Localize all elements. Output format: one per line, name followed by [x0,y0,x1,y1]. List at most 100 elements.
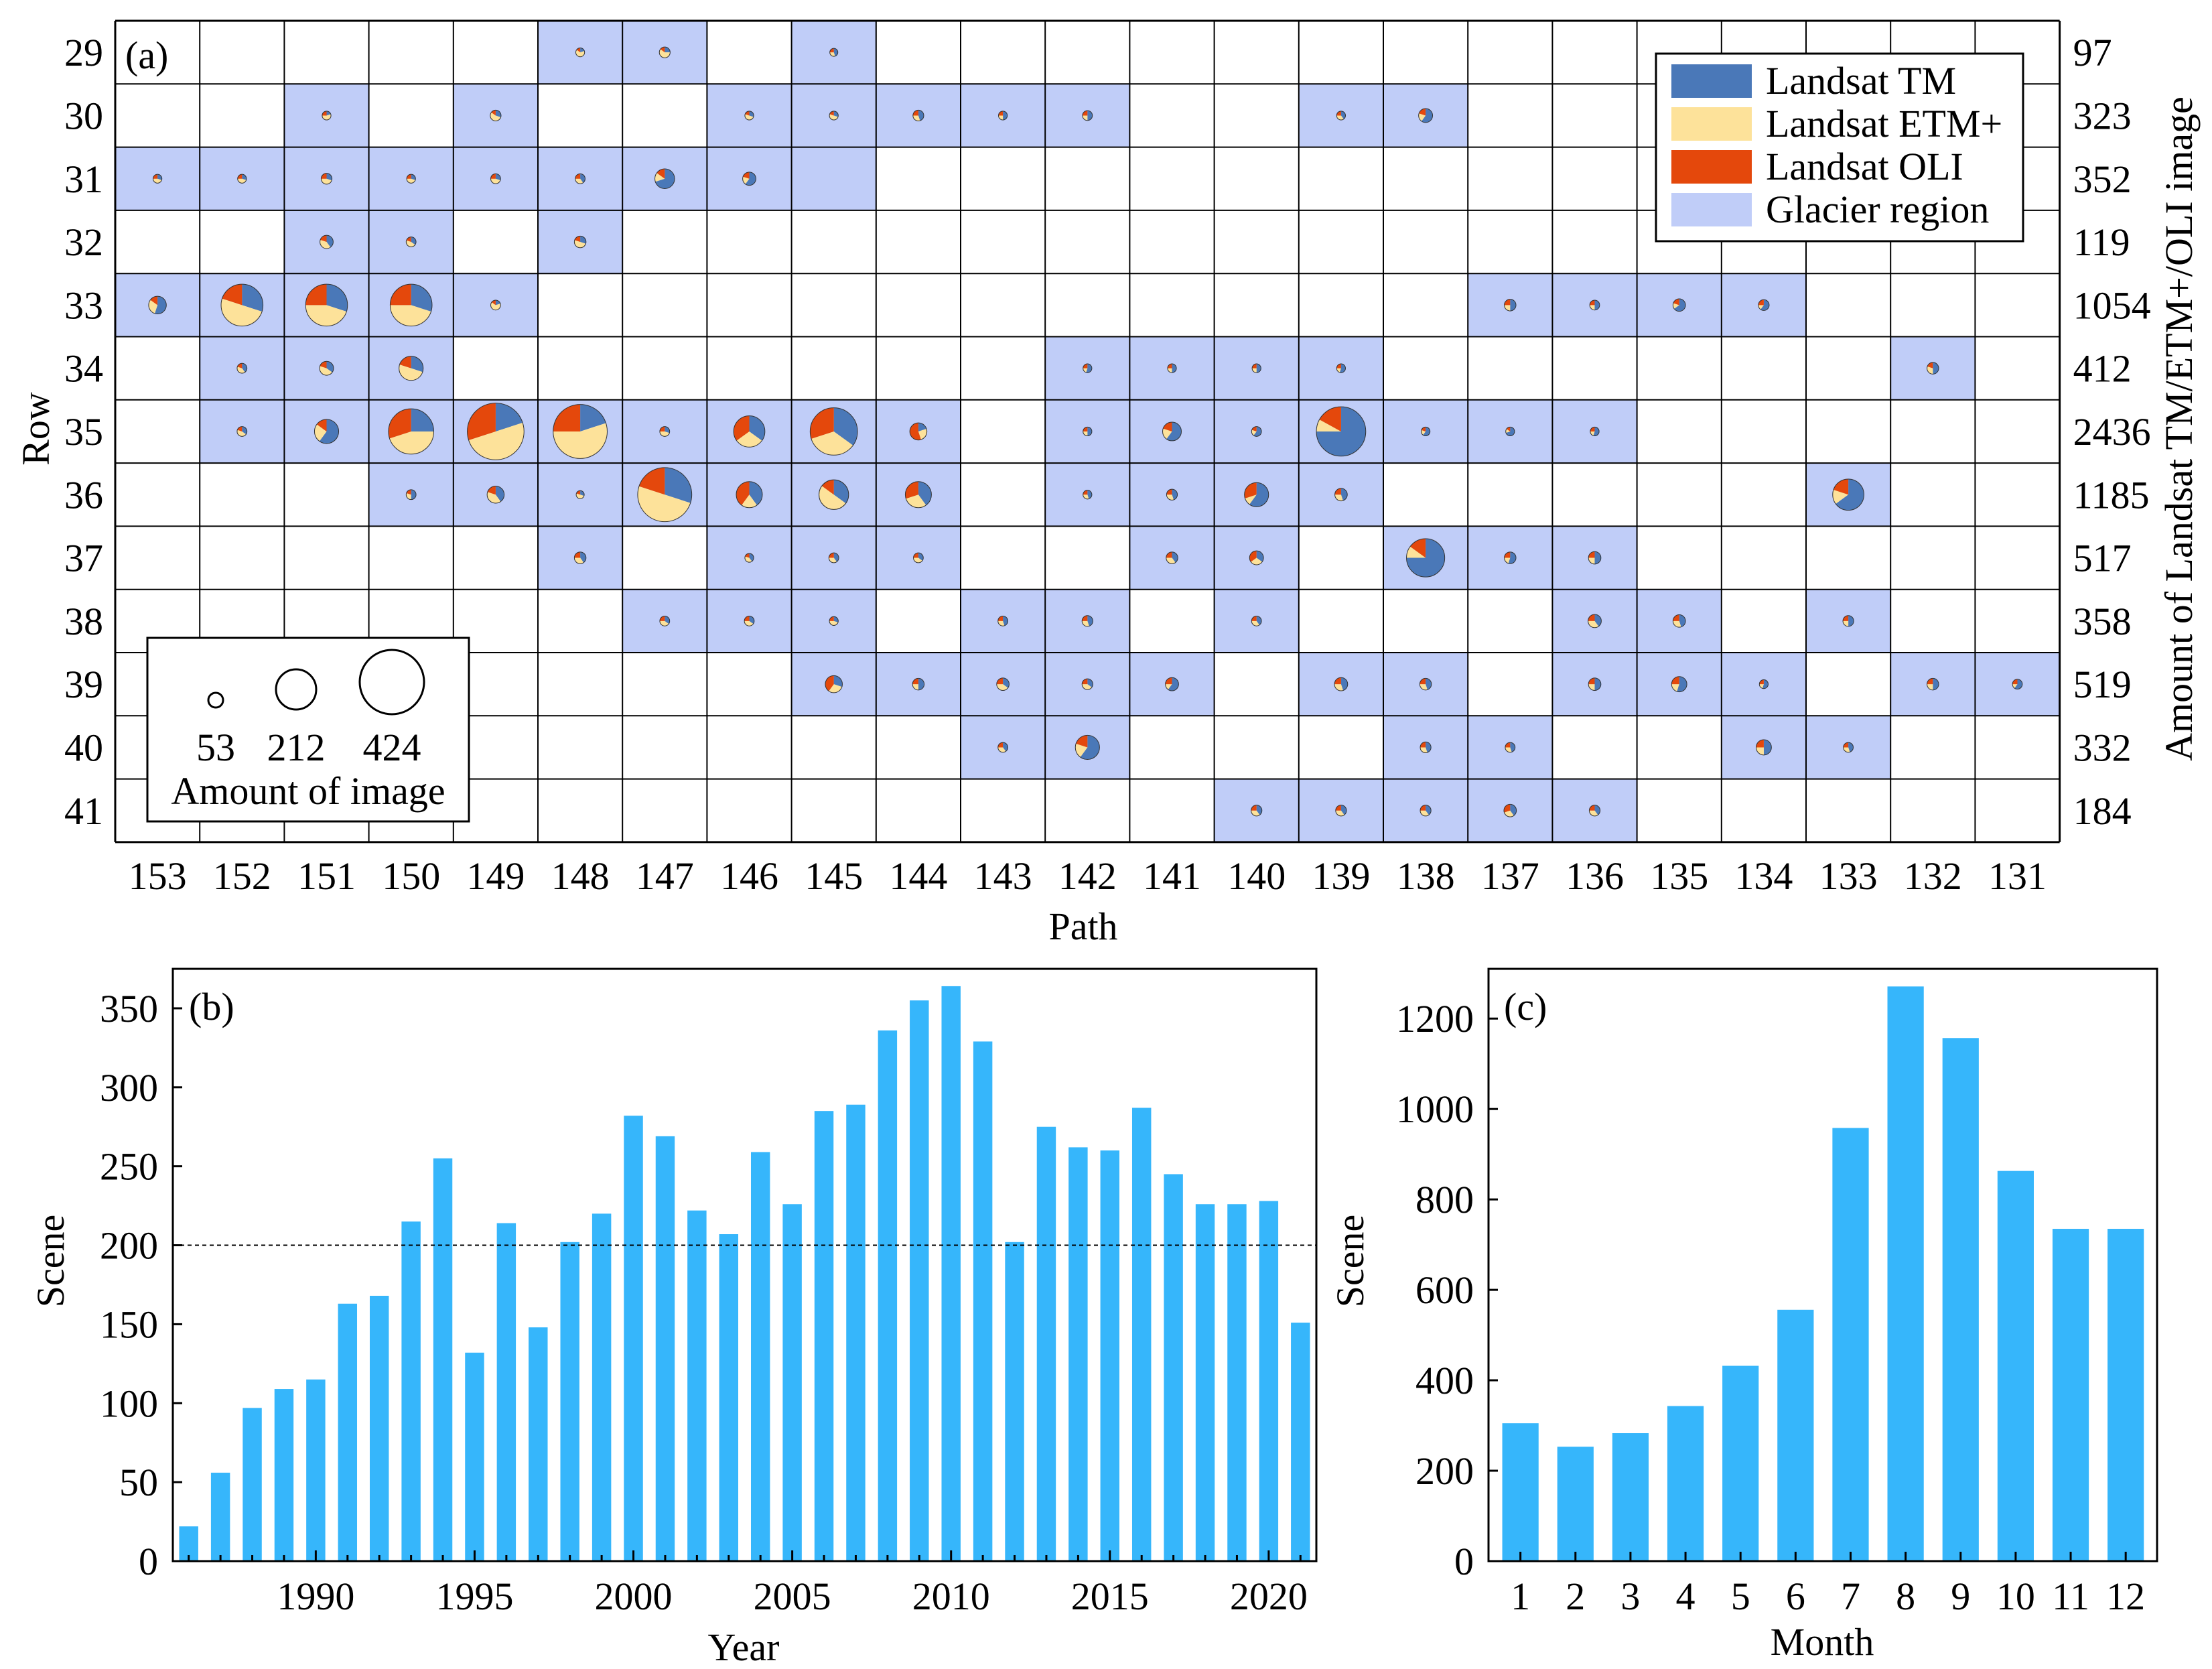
y-tick-row: 35 [64,410,103,454]
pie-slice [576,493,584,499]
x-tick-path: 135 [1650,854,1708,898]
y-tick-row: 40 [64,726,103,769]
year-bar [1005,1242,1024,1561]
pie-slice [580,236,586,244]
pie-chart [654,168,675,189]
pie-slice [326,173,332,181]
y-tick-row: 39 [64,663,103,706]
pie-slice [576,490,581,495]
pie-chart [659,426,671,437]
pie-slice [411,174,416,180]
pie-chart [148,295,167,315]
pie-outline [553,404,608,459]
x-tick-label: 2005 [754,1575,831,1618]
x-axis-label-path: Path [1048,905,1117,948]
pie-chart [809,407,858,456]
size-legend-title: Amount of image [171,769,445,813]
pie-slice [389,431,434,454]
pie-slice [1420,678,1426,685]
pie-outline [997,615,1008,626]
pie-slice [1249,482,1269,507]
pie-slice [305,284,327,306]
pie-slice [1082,684,1092,690]
pie-chart [553,404,608,459]
panel-a-pie-grid: 153 152 151 150 149 148 147 146 145 144 143 142 141 1… [14,19,2201,948]
year-bar [369,1295,389,1561]
pie-slice [918,678,924,690]
pie-slice [749,111,754,117]
year-bar [274,1389,294,1561]
x-tick-label: 6 [1786,1575,1805,1618]
pie-outline [1166,488,1178,500]
pie-outline [744,111,754,121]
pie-outline [1504,299,1517,312]
month-bar [2107,1229,2144,1561]
pie-slice [490,178,500,184]
pie-slice [1083,427,1088,431]
pie-chart [1505,742,1516,753]
pie-slice [1420,747,1428,753]
pie-outline [1505,742,1516,753]
pie-outline [1420,741,1432,754]
pie-slice [1933,362,1939,375]
y-tick-label: 1000 [1396,1087,1474,1131]
pie-slice [1674,299,1686,312]
pie-outline [1755,739,1772,756]
pie-slice [399,364,423,381]
legend-label-glacier: Glacier region [1766,188,1989,231]
pie-outline [1336,111,1346,121]
pie-chart [1336,111,1346,121]
pie-slice [665,47,671,53]
pie-chart [997,615,1008,626]
row-total-label: 119 [2073,220,2130,264]
pie-slice [829,114,838,121]
grid-lines [114,19,2061,844]
pie-slice [996,677,1004,685]
pie-slice [1590,431,1595,436]
year-bar [1131,1108,1152,1561]
pie-slice [829,620,838,626]
pie-slice [1426,678,1432,690]
pie-slice [1087,490,1092,499]
year-bar [1100,1150,1120,1561]
pie-chart [1251,805,1263,817]
pie-chart [399,356,424,381]
pie-chart [819,479,849,510]
pie-chart [1244,482,1269,507]
pie-slice [1594,677,1601,691]
y-tick-label: 400 [1415,1359,1474,1402]
pie-chart [1588,614,1602,628]
pie-slice [407,174,411,179]
year-bar [465,1352,484,1561]
pie-slice [1505,429,1511,433]
pie-slice [1848,615,1854,626]
plot-frame [171,967,1318,1562]
pie-chart [912,109,924,122]
pie-slice [407,178,415,184]
pie-slice [744,556,752,563]
pie-chart [1505,426,1515,437]
pie-chart [405,489,417,500]
pie-slice [495,110,501,117]
pie-slice [912,684,918,690]
month-bar [1667,1406,1704,1561]
pie-outline [997,742,1008,753]
pie-chart [236,426,248,437]
pie-slice [736,481,750,506]
pie-chart [997,742,1008,753]
pie-slice [638,467,665,495]
pie-slice [1336,364,1341,369]
pie-slice [574,240,586,248]
pie-chart [573,551,587,564]
pie-chart [1167,363,1177,373]
pie-slice [1589,805,1595,811]
pie-chart [1420,741,1432,754]
pie-slice [1082,679,1088,685]
pie-outline [490,173,501,184]
pie-slice [1251,557,1263,565]
pie-slice [1420,805,1426,811]
x-tick-label: 1995 [435,1575,513,1618]
pie-outline [1503,803,1517,817]
pie-chart [1334,677,1349,691]
pie-outline [148,295,167,315]
